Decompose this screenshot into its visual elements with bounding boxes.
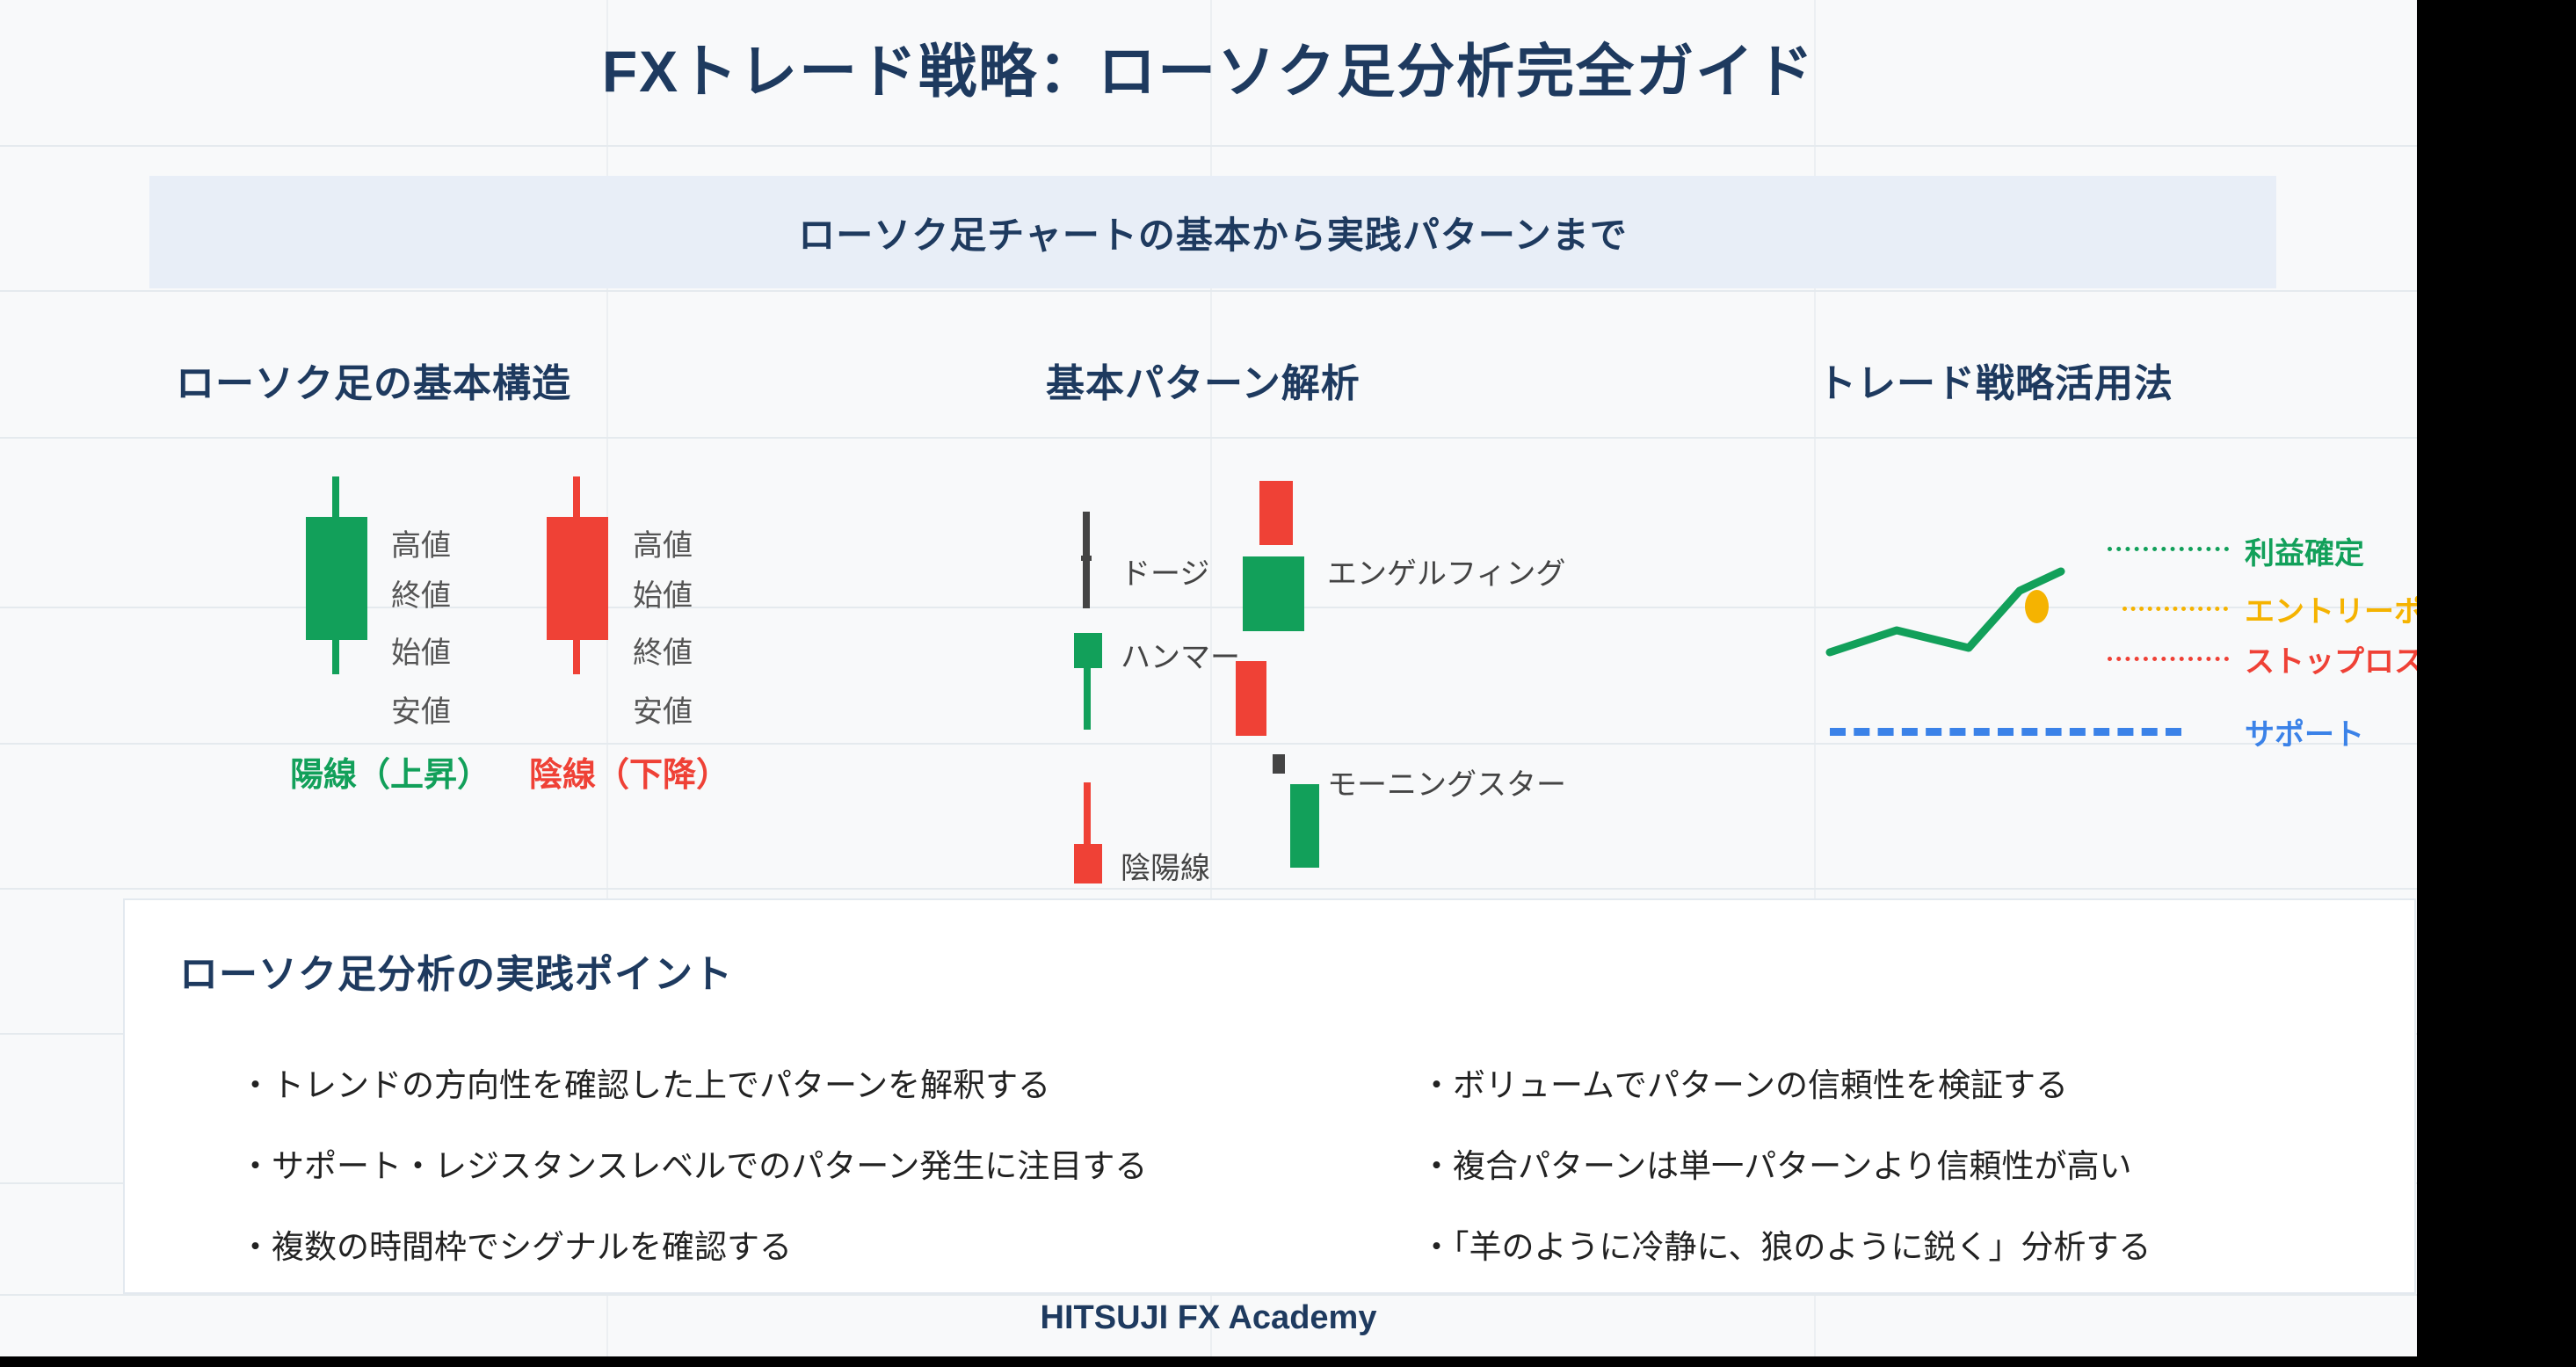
engulfing-small-bearish-body [1259, 481, 1293, 545]
page-title: FXトレード戦略：ローソク足分析完全ガイド [601, 39, 1816, 104]
practice-bullet-left-1: ・トレンドの方向性を確認した上でパターンを解釈する [239, 1067, 1051, 1103]
take-profit-line [2108, 547, 2229, 551]
grid-line-horizontal [0, 145, 2576, 147]
label-low-bullish: 安値 [391, 695, 451, 729]
pattern-label-morning-star: モーニングスター [1327, 768, 1566, 802]
hammer-body [1074, 633, 1102, 668]
footer-brand: HITSUJI FX Academy [1040, 1299, 1377, 1336]
doji-body [1081, 556, 1092, 561]
bullish-candle-body [306, 517, 367, 640]
support-line [1830, 728, 2181, 736]
label-open-bearish: 始値 [633, 579, 693, 613]
grid-line-horizontal [0, 437, 2576, 439]
label-low-bearish: 安値 [633, 695, 693, 729]
hammer-wick [1084, 637, 1091, 730]
column-heading-patterns: 基本パターン解析 [1046, 362, 1361, 405]
stop-loss-label: ストップロス [2245, 645, 2424, 679]
candle-structure-diagram: 高値 終値 始値 安値 陽線（上昇） 高値 始値 終値 安値 陰線（下降） [290, 457, 853, 853]
take-profit-label: 利益確定 [2245, 537, 2364, 571]
morning-star-bullish-body [1290, 784, 1319, 868]
grid-line-horizontal [0, 290, 2576, 292]
pattern-label-inyosen: 陰陽線 [1121, 852, 1210, 885]
caption-bullish: 陽線（上昇） [290, 757, 491, 794]
letterbox-band-bottom [0, 1356, 2576, 1367]
practice-points-card: ローソク足分析の実践ポイント ・トレンドの方向性を確認した上でパターンを解釈する… [123, 898, 2416, 1294]
practice-bullet-left-3: ・複数の時間枠でシグナルを確認する [239, 1229, 792, 1265]
strategy-chart: 利益確定 エントリーポイント ストップロス サポート [1810, 492, 2540, 782]
practice-bullet-right-3: ・「羊のように冷静に、狼のように鋭く」分析する [1420, 1229, 2152, 1265]
stop-loss-line [2108, 657, 2229, 661]
engulfing-large-bullish-body [1243, 556, 1304, 631]
entry-point-line [2122, 607, 2228, 611]
entry-point-marker [2025, 590, 2049, 623]
column-heading-strategy: トレード戦略活用法 [1818, 362, 2173, 405]
label-close-bearish: 終値 [633, 636, 693, 670]
morning-star-doji-body [1273, 754, 1285, 774]
pattern-label-engulfing: エンゲルフィング [1327, 557, 1566, 591]
practice-bullet-right-1: ・ボリュームでパターンの信頼性を検証する [1420, 1067, 2069, 1103]
support-label: サポート [2245, 718, 2364, 752]
label-high-bearish: 高値 [633, 529, 693, 563]
inyosen-wick [1084, 782, 1091, 862]
bearish-candle-body [547, 517, 608, 640]
subtitle-band: ローソク足チャートの基本から実践パターンまで [149, 176, 2276, 288]
label-open-bullish: 始値 [391, 636, 451, 670]
pattern-diagram: ドージ ハンマー 陰陽線 エンゲルフィング モーニングスター [1037, 457, 1810, 897]
pattern-label-doji: ドージ [1121, 557, 1210, 591]
practice-bullet-left-2: ・サポート・レジスタンスレベルでのパターン発生に注目する [239, 1148, 1148, 1184]
practice-bullet-right-2: ・複合パターンは単一パターンより信頼性が高い [1420, 1148, 2132, 1184]
grid-line-horizontal [0, 1294, 2576, 1296]
subtitle-text: ローソク足チャートの基本から実践パターンまで [798, 214, 1628, 256]
price-line [1825, 567, 2065, 657]
practice-points-title: ローソク足分析の実践ポイント [179, 953, 733, 996]
letterbox-band-right [2417, 0, 2576, 1367]
column-heading-structure: ローソク足の基本構造 [176, 362, 571, 405]
label-close-bullish: 終値 [391, 579, 451, 613]
inyosen-body [1074, 844, 1102, 883]
pattern-label-hammer: ハンマー [1121, 641, 1240, 674]
label-high-bullish: 高値 [391, 529, 451, 563]
engulfing-second-bearish-body [1236, 661, 1266, 736]
caption-bearish: 陰線（下降） [529, 757, 730, 794]
